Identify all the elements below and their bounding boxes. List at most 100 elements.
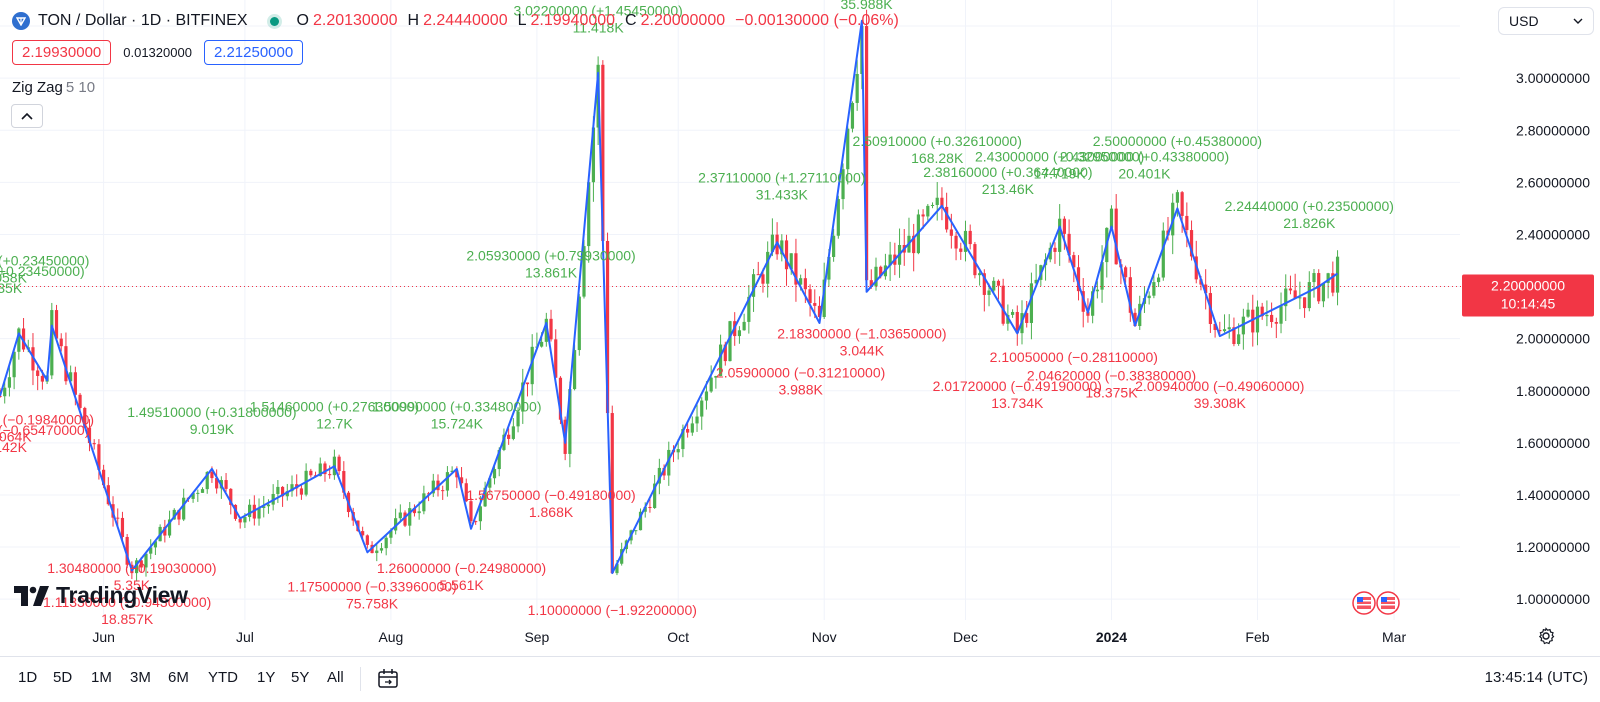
candle-body (1227, 327, 1231, 330)
candle (153, 540, 158, 556)
candle (1218, 321, 1222, 335)
candle-body (634, 530, 638, 532)
candle (1025, 301, 1029, 328)
candle (1331, 261, 1335, 297)
candle (634, 530, 638, 535)
candle (464, 478, 468, 503)
us-flag-icon[interactable] (1376, 591, 1400, 615)
events-markers (1352, 591, 1400, 615)
candle-body (1260, 306, 1264, 317)
range-5d-button[interactable]: 5D (53, 669, 73, 686)
indicator-legend[interactable]: Zig Zag 5 10 (12, 79, 95, 96)
candle (276, 480, 280, 503)
candle-body (888, 254, 892, 266)
range-1d-button[interactable]: 1D (18, 669, 38, 686)
candle (238, 518, 242, 529)
candle (926, 204, 930, 221)
candle (21, 318, 26, 352)
candle (469, 497, 473, 524)
candle (690, 416, 694, 436)
candle-body (737, 330, 742, 337)
time-tick-label: Sep (524, 629, 549, 645)
pivot-label-line: 21.826K (1283, 215, 1336, 231)
candle (1147, 291, 1151, 305)
candle-body (921, 214, 925, 217)
candle (262, 495, 266, 518)
candle (648, 498, 652, 513)
candle (1010, 309, 1015, 318)
candle-body (497, 449, 501, 470)
candle-body (394, 518, 398, 531)
range-1m-button[interactable]: 1M (91, 669, 112, 686)
time-tick-label: 2024 (1096, 629, 1127, 645)
candle-body (1180, 192, 1184, 216)
last-price-badge: 2.20000000 10:14:45 (1462, 274, 1594, 317)
candle-body (1246, 309, 1250, 317)
candle (587, 175, 591, 263)
tradingview-logo[interactable]: TradingView (14, 582, 188, 609)
gear-icon[interactable] (1537, 627, 1555, 645)
us-flag-icon[interactable] (1352, 591, 1376, 615)
candle-body (167, 519, 172, 536)
collapse-legend-button[interactable] (11, 104, 43, 128)
candle-body (1270, 314, 1274, 323)
candle (742, 313, 746, 331)
indicator-name[interactable]: Zig Zag (12, 79, 63, 96)
candle (1001, 278, 1005, 326)
candle-body (846, 128, 850, 170)
candle-body (963, 230, 968, 252)
calendar-range-icon[interactable] (376, 667, 400, 691)
candle-body (949, 229, 953, 236)
range-5y-button[interactable]: 5Y (291, 669, 310, 686)
candle-body (177, 509, 181, 520)
sell-price-button[interactable]: 2.19930000 (12, 40, 112, 65)
pivot-label: 1.17500000 (−0.33960000) 75.758K (287, 578, 456, 611)
buy-price-button[interactable]: 2.21250000 (203, 40, 304, 65)
candle (883, 253, 888, 280)
symbol-header[interactable]: TON / Dollar · 1D · BITFINEX O 2.20130000… (12, 10, 905, 32)
pivot-label-line: 2.43000000 (+0.32950000) (975, 149, 1144, 165)
candle-body (723, 344, 727, 362)
candle (554, 329, 558, 378)
candle-body (266, 504, 271, 507)
range-all-button[interactable]: All (327, 669, 344, 686)
range-ytd-button[interactable]: YTD (208, 669, 238, 686)
candle (1105, 227, 1109, 278)
candle (1062, 216, 1066, 250)
range-6m-button[interactable]: 6M (168, 669, 189, 686)
candle (836, 195, 840, 239)
range-3m-button[interactable]: 3M (130, 669, 151, 686)
currency-select[interactable]: USD (1498, 7, 1594, 35)
candle-body (766, 251, 770, 284)
candle (516, 407, 520, 433)
close-value: 2.20000000 (640, 12, 726, 29)
pivot-label-line: 1.56750000 (−0.49180000) (466, 487, 635, 503)
candle-body (7, 377, 12, 388)
candle-body (1058, 218, 1062, 252)
candle-body (869, 280, 873, 287)
candle-body (751, 274, 756, 297)
candle (1241, 308, 1245, 350)
price-chart[interactable]: 2.22630000 (+0.23450000)2.058K2.24510000… (0, 0, 1600, 656)
candle (1076, 255, 1081, 301)
utc-clock[interactable]: 13:45:14 (UTC) (1484, 669, 1588, 686)
bottom-toolbar: 1D 5D 1M 3M 6M YTD 1Y 5Y All 13:45:14 (U… (0, 656, 1600, 702)
candle-body (210, 472, 214, 479)
candle-body (172, 509, 176, 520)
candle (163, 519, 167, 543)
candle-body (930, 204, 935, 206)
candle (766, 241, 770, 298)
candle-body (657, 467, 661, 484)
pivot-label: 2.00940000 (−0.49060000) 39.308K (1135, 378, 1304, 411)
candle-body (605, 240, 610, 414)
candle (1222, 314, 1227, 333)
pivot-label-line: 20.401K (1118, 166, 1171, 182)
candle-body (601, 64, 605, 241)
candle (441, 485, 445, 500)
range-1y-button[interactable]: 1Y (257, 669, 276, 686)
symbol-title[interactable]: TON / Dollar · 1D · BITFINEX (38, 12, 248, 29)
candle-body (832, 235, 836, 257)
candle-body (1251, 309, 1255, 333)
candle-body (375, 550, 379, 554)
candle-body (1232, 327, 1236, 345)
